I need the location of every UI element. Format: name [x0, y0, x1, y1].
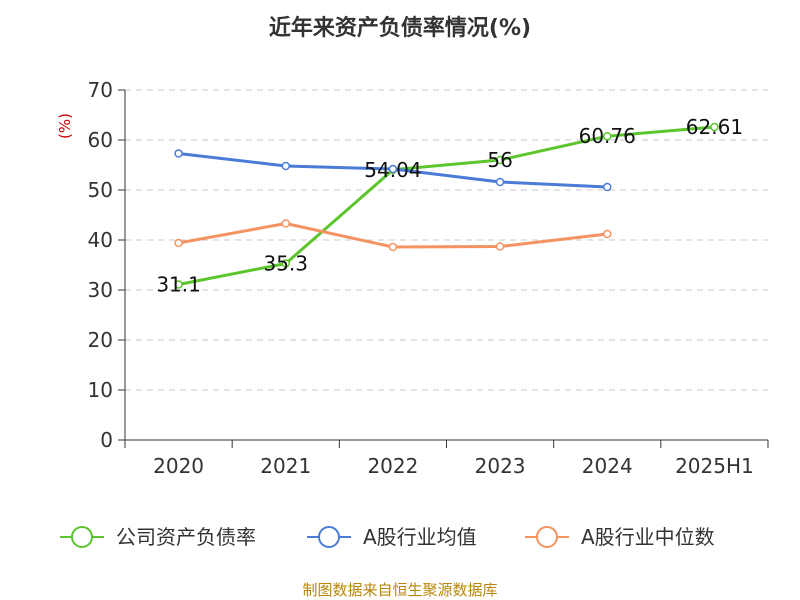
y-tick-label: 30 [88, 278, 113, 302]
grid-lines [125, 89, 768, 391]
y-tick-label: 60 [88, 128, 113, 152]
y-tick-label: 70 [88, 78, 113, 102]
data-point [710, 122, 719, 132]
data-point [174, 149, 183, 158]
data-point [603, 182, 612, 192]
data-point [388, 164, 398, 174]
y-tick-labels: 0 10 20 30 40 50 60 70 [88, 78, 113, 452]
x-tick-label: 2024 [582, 454, 633, 478]
x-tick-label: 2023 [475, 454, 526, 478]
y-tick-label: 0 [100, 428, 113, 452]
legend-label: A股行业中位数 [581, 525, 715, 549]
chart-title: 近年来资产负债率情况(%) [269, 15, 531, 41]
data-point [281, 259, 290, 268]
data-label: 60.76 [579, 124, 636, 148]
data-label: 56 [487, 148, 512, 172]
legend-label: 公司资产负债率 [116, 525, 256, 549]
data-point [388, 242, 398, 252]
source-note: 制图数据来自恒生聚源数据库 [302, 581, 497, 599]
data-point [495, 155, 505, 165]
x-tick-label: 2022 [367, 454, 418, 478]
legend-marker [71, 526, 93, 548]
y-tick-label: 10 [88, 378, 113, 402]
data-point [603, 131, 612, 141]
y-tick-label: 40 [88, 228, 113, 252]
series-line [178, 125, 715, 286]
x-tick-label: 2025H1 [675, 454, 754, 478]
y-tick-label: 20 [88, 328, 113, 352]
data-point [281, 161, 290, 171]
legend-marker [318, 526, 340, 548]
y-tick-label: 50 [88, 178, 113, 202]
data-point [603, 229, 612, 239]
data-point [281, 219, 290, 228]
data-point [174, 238, 183, 248]
legend: 公司资产负债率 A股行业均值 A股行业中位数 [60, 525, 715, 549]
axes [118, 89, 769, 448]
data-point [495, 242, 505, 251]
legend-marker [536, 526, 558, 548]
data-labels: 31.1 35.3 54.04 56 60.76 62.61 [156, 115, 743, 297]
data-point [174, 280, 183, 289]
data-label: 31.1 [156, 273, 201, 297]
legend-label: A股行业均值 [363, 525, 477, 549]
x-tick-labels: 2020 2021 2022 2023 2024 2025H1 [153, 454, 754, 478]
data-label: 35.3 [263, 252, 308, 276]
x-tick-label: 2020 [153, 454, 204, 478]
data-label: 54.04 [364, 158, 421, 182]
data-label: 62.61 [686, 115, 743, 139]
x-tick-label: 2021 [260, 454, 311, 478]
series-lines [174, 122, 719, 289]
y-axis-label: (%) [56, 113, 74, 139]
data-point [495, 177, 505, 187]
